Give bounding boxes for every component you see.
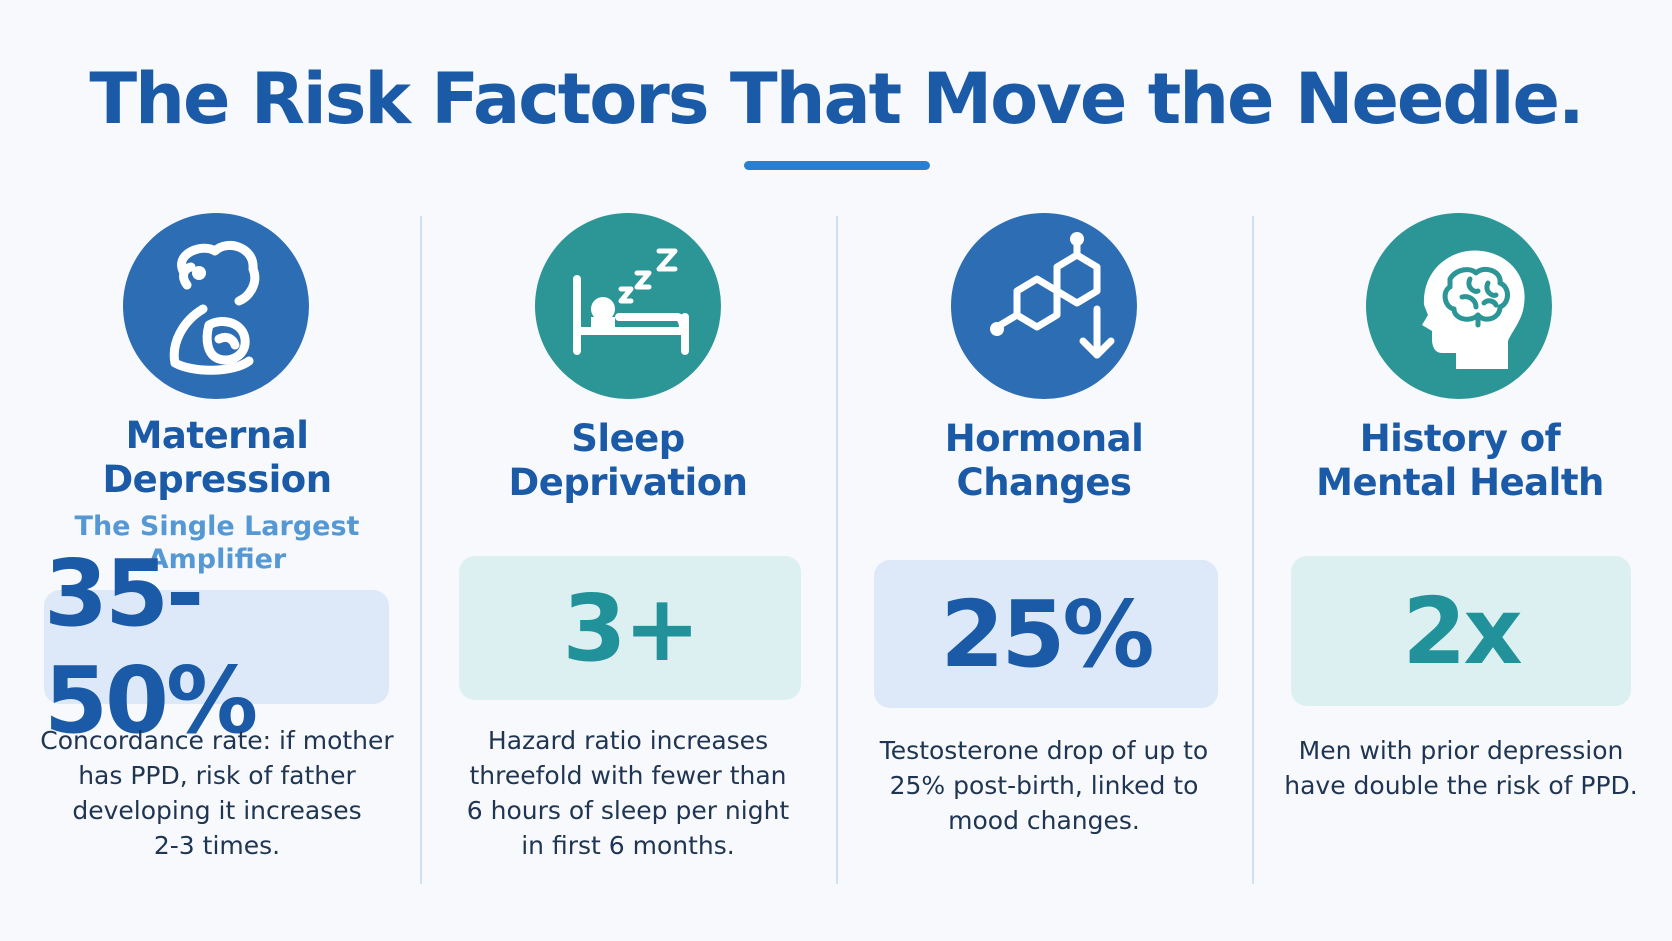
card-heading: Maternal Depression xyxy=(7,414,427,502)
description-line: 2-3 times. xyxy=(153,831,281,860)
description-line: Men with prior depression xyxy=(1298,736,1624,765)
subheading-line: The Single Largest xyxy=(74,511,360,542)
heading-line: Deprivation xyxy=(508,461,748,504)
hormone-molecule-icon xyxy=(951,213,1137,399)
stat-value: 2x xyxy=(1402,577,1522,685)
heading-line: Maternal xyxy=(125,414,309,457)
brain-head-icon xyxy=(1366,213,1552,399)
column-divider xyxy=(420,216,422,884)
description-line: have double the risk of PPD. xyxy=(1284,771,1638,800)
card-subheading: The Single Largest Amplifier xyxy=(7,510,427,576)
subheading-line: Amplifier xyxy=(147,544,287,575)
mother-baby-icon xyxy=(123,213,309,399)
page-title: The Risk Factors That Move the Needle. xyxy=(89,58,1584,140)
heading-line: Depression xyxy=(102,458,332,501)
description-line: 25% post-birth, linked to xyxy=(889,771,1199,800)
description-line: in first 6 months. xyxy=(521,831,735,860)
card-description: Men with prior depression have double th… xyxy=(1261,733,1661,803)
description-line: 6 hours of sleep per night xyxy=(466,796,790,825)
stat-value: 3+ xyxy=(562,574,700,682)
description-line: has PPD, risk of father xyxy=(78,761,356,790)
card-heading: Sleep Deprivation xyxy=(418,417,838,505)
sleep-bed-icon xyxy=(535,213,721,399)
description-line: Testosterone drop of up to xyxy=(879,736,1209,765)
card-description: Concordance rate: if mother has PPD, ris… xyxy=(27,723,407,863)
column-divider xyxy=(1252,216,1254,884)
card-heading: History of Mental Health xyxy=(1250,417,1670,505)
card-heading: Hormonal Changes xyxy=(834,417,1254,505)
card-description: Testosterone drop of up to 25% post-birt… xyxy=(854,733,1234,838)
heading-line: Changes xyxy=(956,461,1132,504)
description-line: threefold with fewer than xyxy=(469,761,787,790)
column-divider xyxy=(836,216,838,884)
stat-box: 35-50% xyxy=(44,540,389,754)
stat-box: 2x xyxy=(1291,556,1631,706)
heading-line: Sleep xyxy=(571,417,685,460)
title-underline xyxy=(744,161,930,170)
stat-box: 3+ xyxy=(459,556,801,700)
description-line: mood changes. xyxy=(948,806,1140,835)
stat-value: 35-50% xyxy=(44,540,258,754)
stat-value: 25% xyxy=(940,580,1154,688)
description-line: developing it increases xyxy=(72,796,362,825)
card-description: Hazard ratio increases threefold with fe… xyxy=(438,723,818,863)
stat-box: 25% xyxy=(874,560,1218,708)
description-line: Concordance rate: if mother xyxy=(40,726,394,755)
description-line: Hazard ratio increases xyxy=(487,726,769,755)
heading-line: Hormonal xyxy=(944,417,1144,460)
heading-line: Mental Health xyxy=(1316,461,1604,504)
heading-line: History of xyxy=(1359,417,1561,460)
